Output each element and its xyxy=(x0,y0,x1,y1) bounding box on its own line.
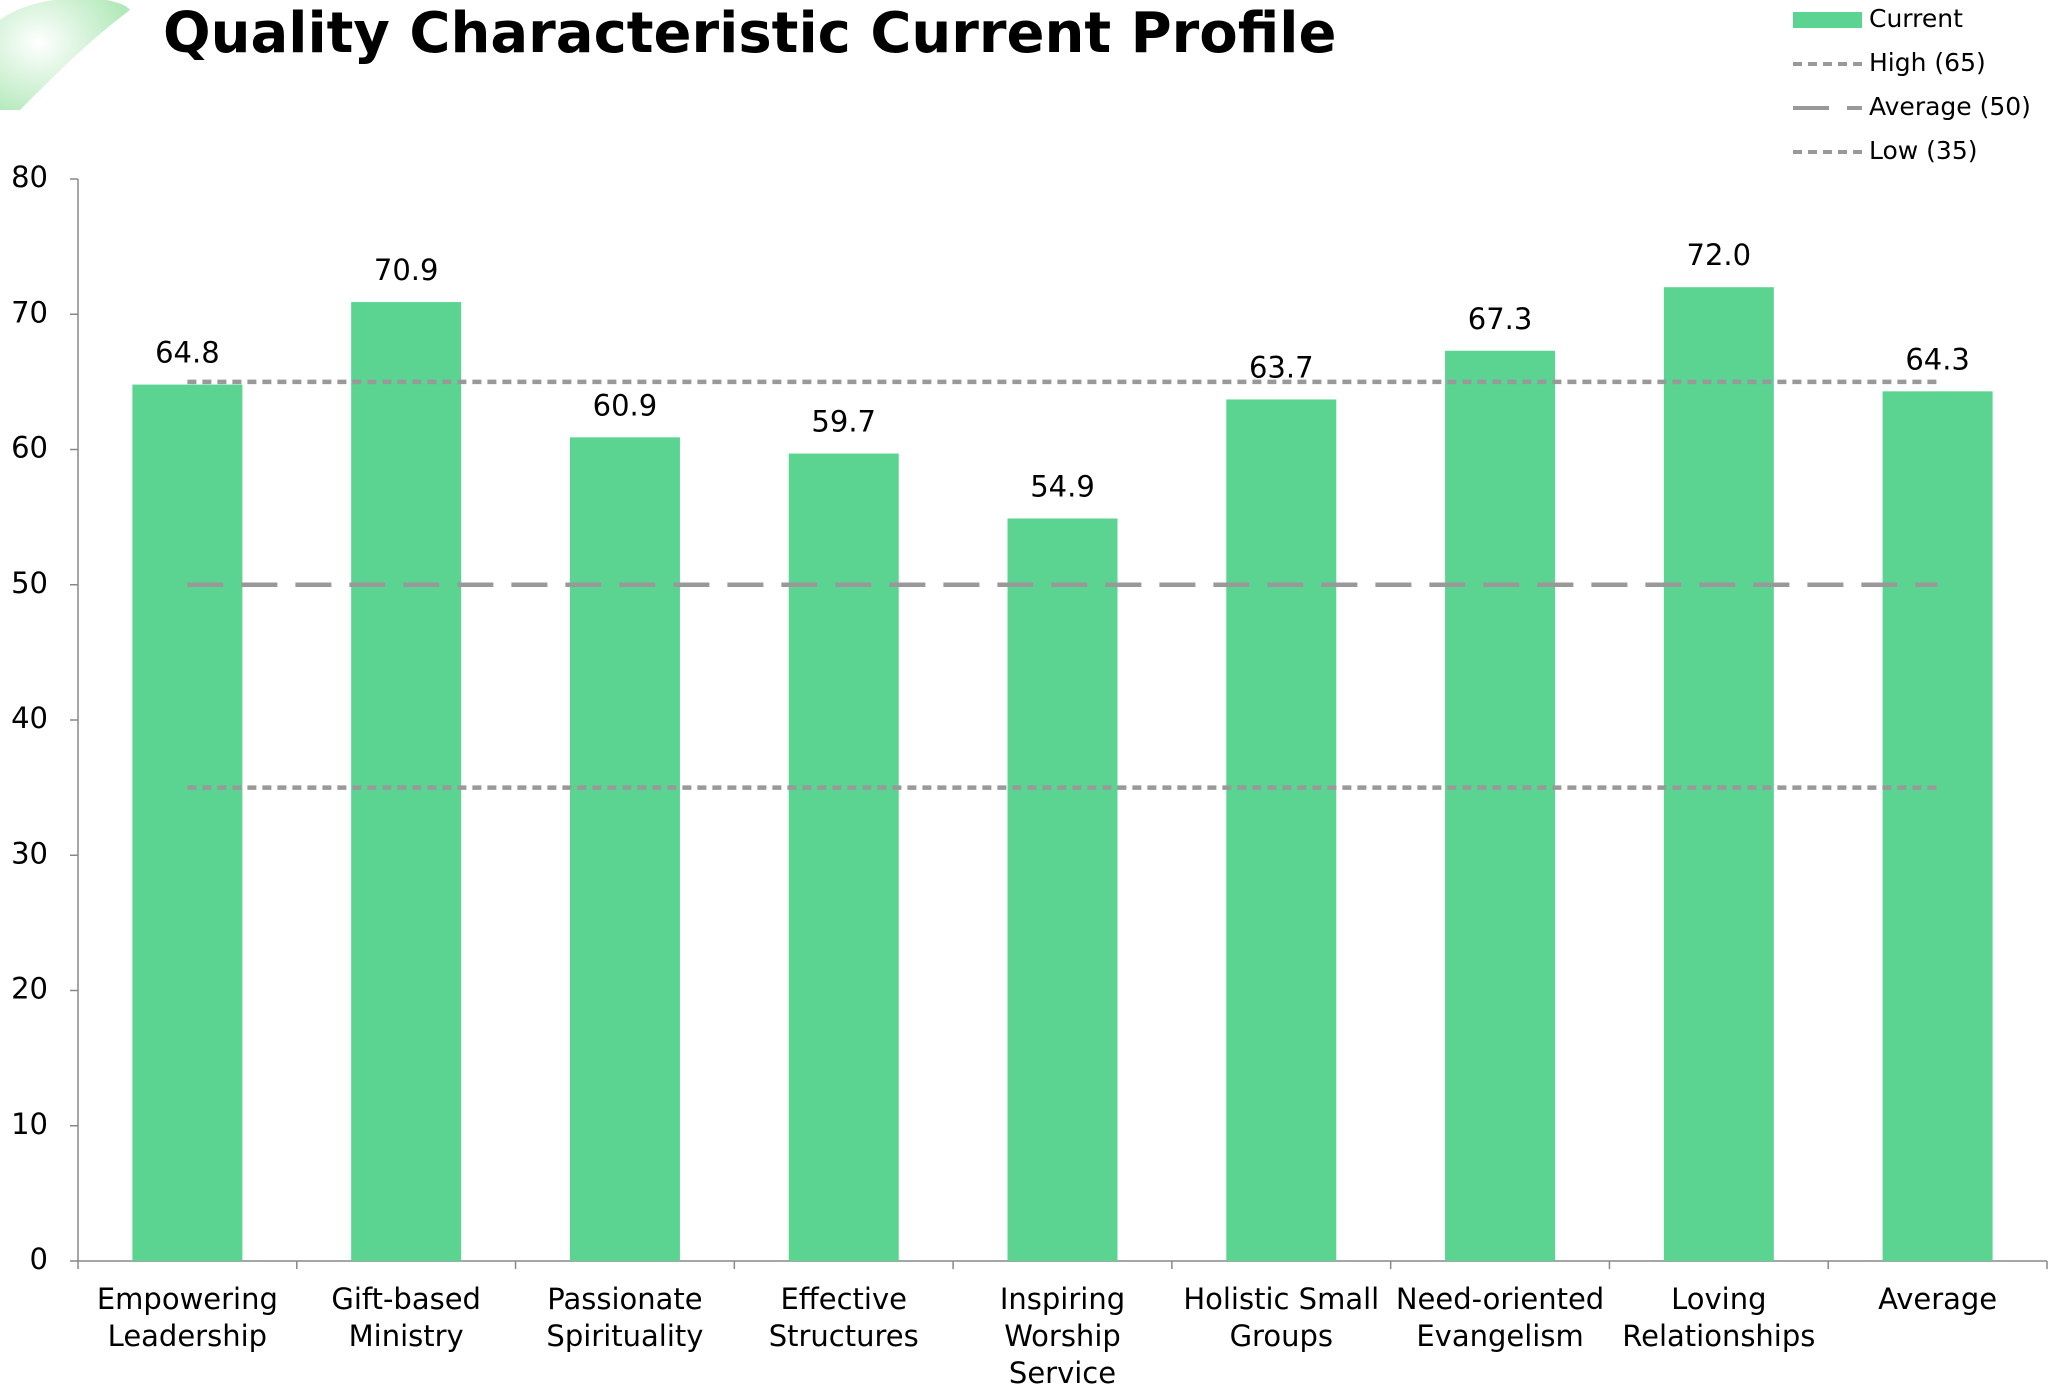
bar xyxy=(132,384,243,1262)
x-tick-label: Loving Relationships xyxy=(1622,1282,1816,1353)
bar xyxy=(351,302,462,1261)
logo xyxy=(0,0,130,110)
legend-label: Low (35) xyxy=(1869,136,1978,165)
bar xyxy=(1007,518,1118,1261)
value-label: 63.7 xyxy=(1249,350,1314,384)
x-tick-label: Effective Structures xyxy=(768,1282,919,1353)
legend-swatch xyxy=(1793,12,1862,28)
x-tick-label: Average xyxy=(1878,1282,1998,1316)
value-label: 64.3 xyxy=(1905,342,1970,376)
value-label: 54.9 xyxy=(1030,469,1095,503)
chart-title: Quality Characteristic Current Profile xyxy=(163,1,1336,66)
x-tick-label: Holistic Small Groups xyxy=(1183,1282,1380,1353)
x-tick-label: Inspiring Worship Service xyxy=(999,1282,1126,1390)
y-tick-label: 40 xyxy=(11,701,48,735)
y-tick-label: 50 xyxy=(11,566,48,600)
y-tick-label: 10 xyxy=(11,1107,48,1141)
x-tick-label: Need-oriented Evangelism xyxy=(1395,1282,1605,1353)
bar xyxy=(1663,287,1774,1261)
value-label: 70.9 xyxy=(374,253,439,287)
y-tick-label: 80 xyxy=(11,160,48,194)
bar xyxy=(1226,399,1337,1261)
bar xyxy=(1882,391,1993,1261)
value-label: 67.3 xyxy=(1468,302,1533,336)
value-label: 72.0 xyxy=(1687,238,1752,272)
value-label: 64.8 xyxy=(155,336,220,370)
x-tick-label: Passionate Spirituality xyxy=(546,1282,704,1353)
y-tick-label: 30 xyxy=(11,836,48,870)
legend-label: Average (50) xyxy=(1869,92,2031,121)
x-tick-label: Gift-based Ministry xyxy=(331,1282,481,1353)
bar xyxy=(1445,350,1556,1262)
y-tick-label: 0 xyxy=(30,1242,48,1276)
y-tick-label: 70 xyxy=(11,295,48,329)
y-tick-label: 60 xyxy=(11,431,48,465)
x-tick-label: Empowering Leadership xyxy=(96,1282,278,1353)
value-label: 60.9 xyxy=(593,388,658,422)
legend-label: High (65) xyxy=(1869,48,1986,77)
bar xyxy=(569,437,680,1261)
bar xyxy=(788,453,899,1261)
legend-label: Current xyxy=(1869,4,1963,33)
y-tick-label: 20 xyxy=(11,972,48,1006)
value-label: 59.7 xyxy=(811,405,876,439)
